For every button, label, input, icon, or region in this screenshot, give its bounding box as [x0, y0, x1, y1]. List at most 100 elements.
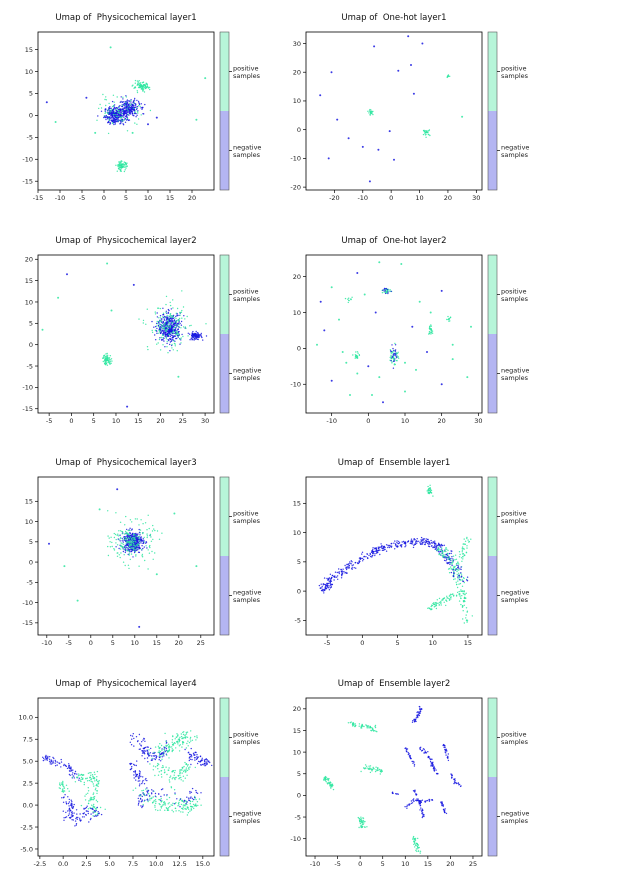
data-point [132, 789, 134, 791]
data-point [63, 817, 65, 819]
data-point [107, 112, 109, 114]
data-point [127, 542, 129, 544]
data-point [194, 754, 196, 756]
data-point [453, 781, 456, 783]
data-point [412, 762, 414, 764]
data-point [93, 778, 96, 780]
data-point [169, 301, 171, 304]
data-point [458, 563, 460, 565]
data-point [108, 119, 111, 122]
data-point [165, 744, 167, 747]
data-point [345, 361, 348, 364]
data-point [90, 797, 92, 799]
data-point [404, 747, 406, 750]
data-point [106, 364, 109, 366]
data-point [346, 572, 348, 574]
data-point [129, 558, 131, 561]
data-point [447, 74, 450, 76]
data-point [146, 779, 148, 782]
data-point [158, 759, 160, 761]
data-point [330, 71, 333, 74]
data-point [127, 553, 129, 556]
data-point [132, 107, 134, 109]
data-point [157, 809, 159, 812]
colorbar-label: positive [233, 65, 259, 73]
data-point [321, 587, 323, 589]
data-point [334, 571, 337, 573]
data-point [389, 349, 392, 351]
data-point [173, 777, 176, 779]
data-point [175, 315, 177, 318]
data-point [368, 767, 370, 770]
data-point [191, 339, 193, 341]
data-point [433, 546, 436, 549]
data-point [176, 335, 178, 337]
data-point [75, 824, 77, 826]
data-point [168, 309, 170, 312]
data-point [175, 317, 177, 320]
data-point [369, 555, 372, 558]
data-point [428, 330, 431, 333]
data-point [68, 790, 70, 792]
y-tick-label: -5 [295, 617, 301, 625]
data-point [112, 117, 114, 119]
data-point [341, 351, 344, 353]
y-tick-label: -10 [22, 599, 33, 607]
data-point [369, 114, 371, 116]
data-point [83, 816, 85, 818]
data-point [457, 569, 459, 571]
data-point [179, 774, 181, 776]
data-point [349, 394, 351, 396]
x-tick-label: 15 [153, 639, 161, 647]
data-point [145, 750, 147, 752]
data-point [410, 800, 413, 802]
data-point [187, 797, 190, 799]
data-point [139, 780, 141, 782]
data-point [176, 322, 178, 325]
data-point [163, 804, 165, 806]
data-point [141, 752, 144, 754]
data-point [147, 793, 150, 795]
data-point [428, 800, 431, 802]
data-point [360, 825, 362, 827]
data-point [443, 597, 445, 600]
data-point [457, 575, 459, 577]
y-tick-label: 30 [293, 40, 301, 48]
data-point [128, 545, 131, 547]
data-point [450, 561, 452, 564]
data-point [60, 766, 62, 768]
data-point [107, 354, 109, 356]
umap-panel: Umap of Physicochemical layer3 -10 -5 0 5 10 1… [8, 457, 298, 657]
data-point [396, 352, 399, 355]
data-point [412, 838, 414, 840]
data-point [423, 539, 425, 541]
data-point [191, 806, 193, 808]
data-point [161, 749, 163, 751]
data-point [183, 769, 185, 771]
data-point [62, 782, 64, 784]
data-point [367, 725, 369, 727]
x-tick-label: -10 [55, 194, 66, 202]
data-point [429, 760, 432, 763]
data-point [181, 309, 183, 312]
data-point [157, 768, 159, 770]
data-point [98, 780, 100, 782]
data-point [143, 84, 145, 87]
data-point [191, 333, 194, 335]
data-point [97, 811, 99, 813]
x-tick-label: 20 [188, 194, 196, 202]
data-point [389, 356, 391, 359]
data-point [143, 794, 145, 796]
data-point [447, 759, 450, 762]
data-point [189, 339, 191, 341]
data-point [155, 757, 157, 759]
data-point [136, 534, 139, 536]
data-point [171, 771, 174, 773]
data-point [52, 762, 54, 764]
data-point [184, 777, 186, 779]
data-point [131, 111, 134, 113]
data-point [155, 330, 157, 332]
data-point [460, 566, 462, 568]
data-point [139, 541, 141, 543]
data-point [117, 164, 119, 166]
